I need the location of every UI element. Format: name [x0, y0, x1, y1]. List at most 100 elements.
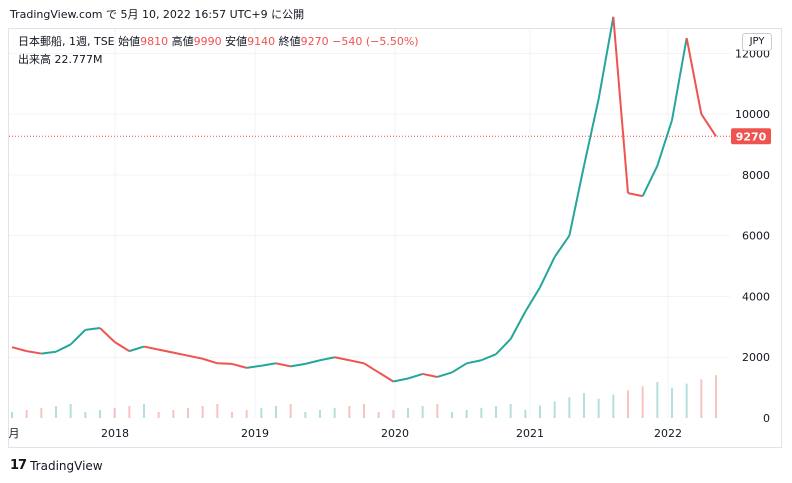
price-segment — [114, 341, 130, 352]
price-segment — [99, 327, 116, 343]
low-label: 安値 — [225, 35, 248, 48]
volume-bar — [685, 383, 688, 418]
volume-label: 出来高 — [18, 53, 51, 66]
price-segment — [275, 362, 291, 368]
price-segment — [539, 256, 556, 288]
price-segment — [290, 362, 306, 368]
price-segment — [407, 372, 423, 380]
volume-bar — [69, 404, 72, 418]
volume-bar — [524, 409, 527, 418]
last-price-badge-text: 9270 — [736, 130, 767, 143]
volume-bar — [260, 408, 263, 418]
price-segment — [363, 362, 380, 374]
y-tick-label: 4000 — [742, 290, 770, 303]
volume-bar — [436, 404, 439, 418]
high-value: 9990 — [193, 35, 222, 48]
tradingview-logo[interactable]: 17 TradingView — [10, 458, 103, 473]
x-tick-label: 2021 — [516, 427, 544, 440]
volume-bar — [348, 406, 351, 418]
volume-bar — [99, 410, 101, 418]
close-label: 終値 — [278, 35, 301, 48]
volume-bar — [583, 393, 585, 418]
volume-bar — [319, 410, 321, 418]
price-segment — [685, 37, 703, 115]
x-tick-label: 月 — [9, 427, 20, 440]
volume-bar — [407, 408, 409, 418]
volume-bar — [495, 406, 497, 418]
volume-bar — [143, 404, 145, 418]
price-segment — [466, 359, 482, 365]
volume-bar — [289, 404, 292, 418]
price-segment — [217, 362, 233, 365]
price-segment — [349, 359, 365, 365]
volume-bar — [333, 408, 336, 418]
volume-bar — [377, 412, 380, 418]
change-value: −540 (−5.50%) — [332, 35, 419, 48]
price-segment — [129, 345, 145, 353]
high-label: 高値 — [171, 35, 194, 48]
volume-bar — [421, 406, 424, 418]
ohlc-legend: 日本郵船, 1週, TSE 始値9810 高値9990 安値9140 終値927… — [18, 34, 419, 49]
volume-legend: 出来高 22.777M — [18, 51, 102, 67]
volume-bar — [451, 412, 453, 418]
price-segment — [553, 235, 571, 258]
y-tick-label: 10000 — [735, 108, 770, 121]
volume-bar — [231, 412, 233, 418]
open-value: 9810 — [140, 35, 169, 48]
volume-bar — [84, 412, 87, 418]
price-segment — [246, 364, 262, 369]
price-segment — [202, 357, 218, 365]
volume-bar — [392, 410, 395, 418]
price-segment — [173, 351, 189, 357]
tradingview-logo-icon: 17 — [10, 458, 27, 473]
price-segment — [334, 356, 350, 362]
price-segment — [11, 346, 27, 353]
price-segment — [69, 329, 87, 346]
close-value: 9270 — [300, 35, 329, 48]
price-segment — [568, 165, 585, 236]
price-segment — [612, 16, 629, 194]
volume-bar — [597, 398, 600, 418]
x-tick-label: 2019 — [241, 427, 269, 440]
price-segment — [305, 359, 321, 365]
price-segment — [319, 356, 335, 362]
volume-bar — [612, 394, 615, 418]
price-segment — [231, 362, 247, 369]
volume-bar — [304, 412, 307, 418]
volume-bar — [245, 410, 248, 418]
published-header: TradingView.com で 5月 10, 2022 16:57 UTC+… — [10, 6, 304, 22]
volume-bar — [172, 410, 175, 418]
tradingview-logo-text: TradingView — [30, 458, 103, 473]
price-segment — [378, 371, 394, 383]
price-segment — [55, 343, 72, 353]
price-segment — [158, 348, 174, 354]
price-segment — [143, 345, 159, 351]
volume-bar — [55, 406, 57, 418]
x-tick-label: 2020 — [381, 427, 409, 440]
price-segment — [656, 119, 673, 167]
currency-button[interactable]: JPY — [742, 33, 772, 51]
symbol-label: 日本郵船, 1週, TSE — [18, 35, 115, 48]
volume-bar — [568, 397, 571, 418]
price-segment — [393, 377, 409, 383]
site-name: TradingView.com — [10, 8, 103, 21]
price-segment — [671, 37, 688, 121]
price-segment — [597, 16, 615, 100]
low-value: 9140 — [247, 35, 276, 48]
volume-bar — [275, 406, 277, 418]
volume-value: 22.777M — [54, 53, 103, 66]
volume-bar — [465, 410, 468, 418]
volume-bar — [553, 401, 556, 418]
price-segment — [437, 371, 453, 378]
volume-bar — [539, 405, 541, 418]
price-segment — [641, 165, 659, 197]
price-segment — [627, 192, 643, 198]
y-tick-label: 8000 — [742, 169, 770, 182]
price-segment — [495, 338, 512, 355]
price-segment — [451, 362, 468, 374]
price-segment — [422, 372, 438, 378]
chart-frame[interactable] — [8, 28, 782, 448]
volume-bar — [40, 408, 43, 418]
price-segment — [583, 98, 600, 166]
